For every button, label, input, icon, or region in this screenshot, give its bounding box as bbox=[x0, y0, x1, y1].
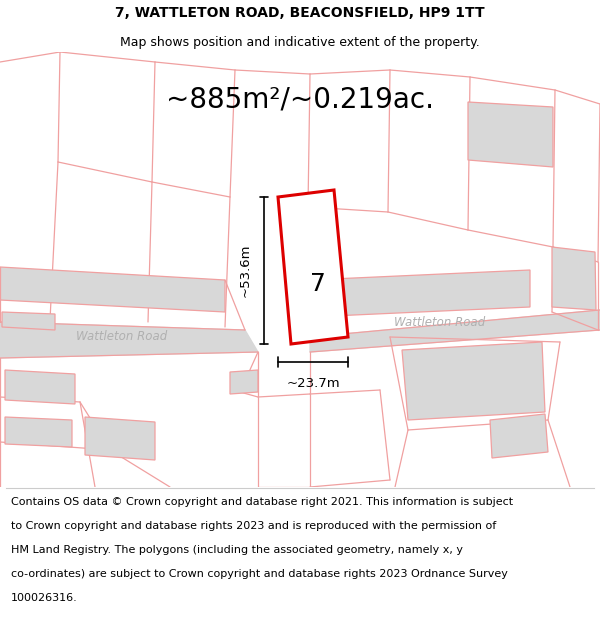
Polygon shape bbox=[5, 370, 75, 404]
Text: Map shows position and indicative extent of the property.: Map shows position and indicative extent… bbox=[120, 36, 480, 49]
Polygon shape bbox=[490, 414, 548, 458]
Text: 7: 7 bbox=[310, 272, 326, 296]
Text: 100026316.: 100026316. bbox=[11, 593, 77, 603]
Polygon shape bbox=[2, 312, 55, 330]
Polygon shape bbox=[0, 322, 258, 358]
Text: Contains OS data © Crown copyright and database right 2021. This information is : Contains OS data © Crown copyright and d… bbox=[11, 497, 513, 507]
Polygon shape bbox=[310, 310, 600, 352]
Text: 7, WATTLETON ROAD, BEACONSFIELD, HP9 1TT: 7, WATTLETON ROAD, BEACONSFIELD, HP9 1TT bbox=[115, 6, 485, 20]
Text: Wattleton Road: Wattleton Road bbox=[394, 316, 485, 329]
Text: to Crown copyright and database rights 2023 and is reproduced with the permissio: to Crown copyright and database rights 2… bbox=[11, 521, 496, 531]
Polygon shape bbox=[85, 417, 155, 460]
Polygon shape bbox=[468, 102, 553, 167]
Text: ~23.7m: ~23.7m bbox=[286, 377, 340, 390]
Text: ~53.6m: ~53.6m bbox=[239, 244, 252, 298]
Polygon shape bbox=[0, 267, 225, 312]
Text: ~885m²/~0.219ac.: ~885m²/~0.219ac. bbox=[166, 86, 434, 114]
Polygon shape bbox=[310, 270, 530, 317]
Polygon shape bbox=[552, 247, 596, 310]
Text: co-ordinates) are subject to Crown copyright and database rights 2023 Ordnance S: co-ordinates) are subject to Crown copyr… bbox=[11, 569, 508, 579]
Polygon shape bbox=[5, 417, 72, 447]
Text: HM Land Registry. The polygons (including the associated geometry, namely x, y: HM Land Registry. The polygons (includin… bbox=[11, 545, 463, 555]
Polygon shape bbox=[230, 370, 258, 394]
Text: Wattleton Road: Wattleton Road bbox=[76, 331, 167, 344]
Polygon shape bbox=[278, 190, 348, 344]
Polygon shape bbox=[402, 342, 545, 420]
